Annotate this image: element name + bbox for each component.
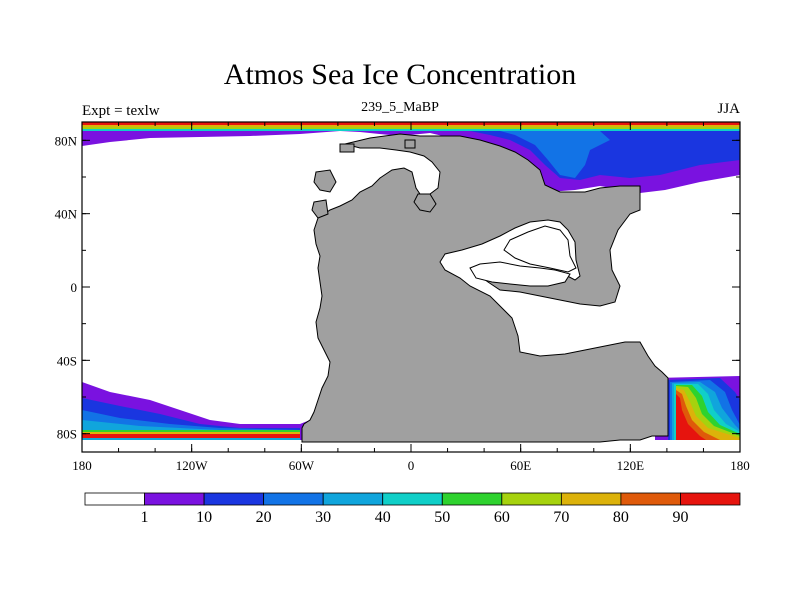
colorbar-label: 80	[613, 509, 629, 526]
island-north-1	[313, 169, 337, 193]
colorbar-swatch	[322, 492, 384, 506]
colorbar-swatch	[382, 492, 443, 506]
island-arctic	[404, 139, 416, 149]
southern-ice-red-west	[82, 434, 300, 438]
lat-tick-label: 40N	[55, 207, 78, 222]
plot-title: Atmos Sea Ice Concentration	[223, 58, 577, 91]
tethys-sea	[503, 225, 577, 273]
colorbar-label: 90	[672, 509, 688, 526]
colorbar-swatch	[84, 492, 145, 506]
inland-sea	[469, 261, 571, 287]
lon-tick-label: 0	[408, 458, 415, 473]
island-north-2	[311, 199, 329, 219]
season-label: JJA	[717, 101, 740, 117]
colorbar-label: 30	[315, 509, 331, 526]
island-north-3	[413, 193, 437, 213]
southern-ice-yellow-west	[82, 432, 300, 434]
colorbar-label: 40	[375, 509, 391, 526]
colorbar-swatch	[501, 492, 562, 506]
colorbar-swatch	[263, 492, 324, 506]
colorbar-label: 20	[256, 509, 272, 526]
lon-tick-label: 60E	[510, 458, 531, 473]
lat-tick-label: 40S	[57, 353, 77, 368]
colorbar-swatch	[620, 492, 681, 506]
pangaea-landmass	[301, 133, 669, 443]
colorbar-swatch	[680, 492, 741, 506]
lon-tick-label: 120W	[176, 458, 209, 473]
island-arctic-2	[339, 143, 355, 153]
lat-tick-label: 0	[71, 280, 78, 295]
colorbar-swatch	[203, 492, 265, 506]
colorbar-swatch	[560, 492, 622, 506]
southern-ice-green-west	[82, 430, 300, 433]
lat-tick-label: 80S	[57, 427, 77, 442]
colorbar-swatch	[144, 492, 205, 506]
colorbar-swatch	[441, 492, 503, 506]
colorbar: 1 10 20 30 40 50 60 70 80 90	[84, 492, 741, 526]
colorbar-label: 1	[141, 509, 149, 526]
period-label: 239_5_MaBP	[361, 100, 439, 115]
lon-tick-label: 180	[72, 458, 92, 473]
southern-ice-red-east	[676, 394, 706, 440]
lon-tick-label: 60W	[289, 458, 315, 473]
experiment-label: Expt = texlw	[82, 103, 160, 119]
lon-tick-label: 120E	[617, 458, 645, 473]
colorbar-label: 10	[196, 509, 212, 526]
continent-pangaea	[301, 133, 669, 443]
colorbar-label: 70	[553, 509, 569, 526]
colorbar-label: 60	[494, 509, 510, 526]
latitude-axis: 80N 40N 0 40S 80S	[55, 133, 740, 442]
sea-ice-field	[82, 122, 740, 440]
arctic-ice-light-blue	[500, 131, 610, 178]
longitude-axis: 180 120W 60W 0 60E 120E 180	[72, 122, 750, 473]
lat-tick-label: 80N	[55, 133, 78, 148]
colorbar-label: 50	[434, 509, 450, 526]
lon-tick-label: 180	[730, 458, 750, 473]
